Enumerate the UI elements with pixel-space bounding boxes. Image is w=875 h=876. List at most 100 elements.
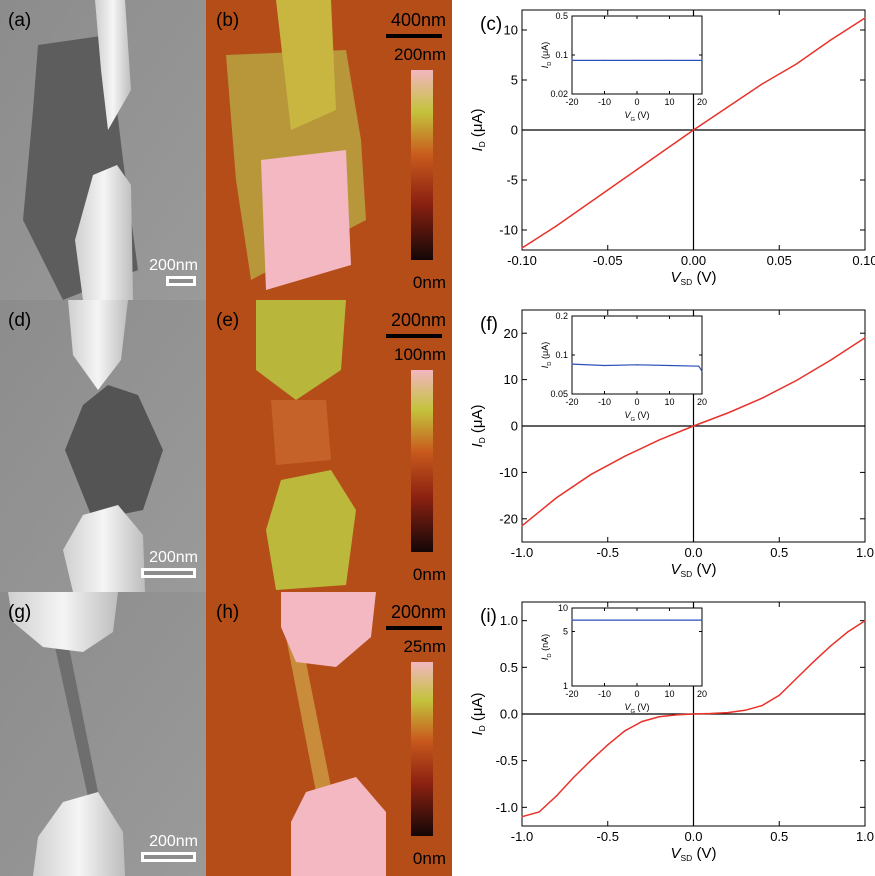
data-point [624, 455, 626, 457]
iv-chart-panel: (i) -1.0 -0.5 0.0 0.5 1.0 -1.0 -0.5 0.0 0.5 1.0 VSD… [469, 601, 874, 863]
scalebar [386, 34, 442, 38]
inset-x-tick-label: 20 [697, 397, 707, 407]
data-point [555, 225, 557, 227]
x-axis-label: VSD (V) [671, 845, 717, 863]
inset-x-tick-label: -10 [598, 97, 611, 107]
scalebar-label: 200nm [149, 833, 198, 850]
data-point [864, 17, 866, 19]
data-point [692, 425, 695, 427]
y-tick-label: -20 [499, 511, 518, 526]
data-point [761, 705, 763, 707]
inset-data-point [698, 365, 700, 367]
data-point [658, 716, 660, 718]
data-point [727, 412, 729, 414]
data-point [624, 730, 626, 732]
inset-data-point [701, 370, 703, 372]
panel-label: (i) [480, 606, 497, 627]
y-tick-label: -10 [499, 465, 518, 480]
afm-panel: (b) 400nm 200nm 0nm [206, 0, 452, 300]
data-point [590, 201, 592, 203]
x-tick-label: 0.05 [767, 253, 792, 268]
inset-x-tick-label: 0 [634, 689, 639, 699]
y-tick-label: 0 [511, 123, 518, 138]
electrode-top [8, 592, 118, 652]
graphene-flake [65, 385, 163, 520]
x-tick-label: -0.5 [597, 545, 619, 560]
y-tick-label: -10 [499, 223, 518, 238]
inset-data-series [571, 363, 703, 372]
data-point [812, 661, 815, 663]
data-point [572, 776, 575, 779]
data-point [555, 497, 557, 499]
inset-y-tick-label: 0.2 [555, 311, 568, 321]
panel-label: (d) [8, 310, 31, 331]
y-axis-label: ID (μA) [469, 404, 487, 447]
scalebar-label: 200nm [149, 257, 198, 274]
data-point [761, 83, 763, 85]
nanoribbon [286, 637, 331, 792]
inset-data-point [701, 619, 703, 621]
x-tick-label: 1.0 [856, 829, 874, 844]
inset-x-tick-label: -20 [565, 689, 578, 699]
inset-data-point [571, 59, 573, 62]
y-tick-label: 10 [504, 23, 518, 38]
data-point [624, 177, 626, 179]
data-point [864, 337, 866, 339]
inset-data-point [571, 619, 573, 621]
y-tick-label: -1.0 [496, 800, 518, 815]
electrode-bottom [33, 792, 125, 876]
data-point [744, 709, 746, 711]
nanoribbon [55, 642, 98, 797]
x-tick-label: 0.10 [852, 253, 875, 268]
electrode-top [68, 300, 128, 390]
y-tick-label: 0.5 [500, 660, 518, 675]
inset-y-tick-label: 0.1 [555, 350, 568, 360]
electrode-bottom [291, 777, 386, 876]
data-point [607, 744, 609, 746]
x-tick-label: -1.0 [511, 545, 533, 560]
colorbar-min-label: 0nm [413, 273, 446, 292]
scalebar [386, 334, 442, 338]
panel-label: (a) [8, 10, 31, 31]
iv-chart-panel: (f) -1.0 -0.5 0.0 0.5 1.0 -20 -10 0 10 20 VSD (V) ID… [469, 309, 874, 579]
colorbar [411, 370, 433, 552]
x-axis-label: VSD (V) [671, 561, 717, 579]
panel-label: (f) [480, 314, 498, 335]
y-tick-label: 0.0 [500, 707, 518, 722]
sem-panel: (g) 200nm [0, 592, 206, 876]
colorbar [411, 70, 433, 260]
data-point [830, 359, 832, 361]
inset-x-tick-label: 20 [697, 97, 707, 107]
inset-x-axis-label: VG (V) [624, 110, 649, 123]
inset-x-tick-label: 10 [664, 689, 674, 699]
x-tick-label: -0.10 [507, 253, 537, 268]
inset-data-point [603, 619, 606, 621]
data-point [692, 713, 695, 715]
scalebar-label: 200nm [391, 310, 446, 330]
y-axis-label: ID (μA) [469, 692, 487, 735]
x-tick-label: 0.5 [770, 545, 788, 560]
data-point [795, 677, 797, 680]
data-point [590, 474, 592, 476]
inset-data-point [636, 364, 638, 366]
x-tick-label: 0.0 [684, 829, 702, 844]
afm-panel: (h) 200nm 25nm 0nm [206, 592, 452, 876]
panel-label: (h) [216, 602, 239, 623]
data-point [521, 816, 523, 818]
scalebar-label: 400nm [391, 10, 446, 30]
data-point [830, 645, 832, 647]
inset-data-point [603, 364, 606, 367]
scalebar [386, 626, 442, 630]
x-tick-label: 0.0 [684, 545, 702, 560]
colorbar [411, 662, 433, 836]
data-point [521, 525, 523, 527]
inset-x-tick-label: -10 [598, 689, 611, 699]
electrode-bottom [261, 150, 351, 290]
inset-y-tick-label: 1 [563, 681, 568, 691]
y-tick-label: 1.0 [500, 613, 518, 628]
data-point [727, 712, 729, 714]
data-point [692, 129, 695, 131]
colorbar-max-label: 100nm [394, 345, 446, 364]
scalebar-inner [169, 279, 193, 283]
